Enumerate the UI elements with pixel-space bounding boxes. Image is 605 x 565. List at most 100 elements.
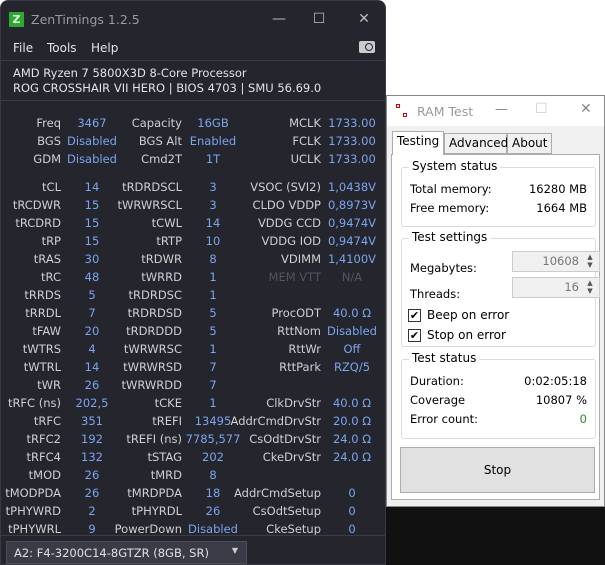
timing-label: tRFC (33, 414, 61, 428)
timing-label: tWR (37, 378, 61, 392)
window-title: ZenTimings 1.2.5 (31, 12, 140, 27)
timing-value: 1 (209, 288, 217, 302)
menu-help[interactable]: Help (91, 41, 119, 55)
timing-label: tRTP (156, 234, 182, 248)
timing-label: tPHYRDL (131, 504, 182, 518)
stop-button[interactable]: Stop (400, 447, 595, 493)
timing-value: 40.0 Ω (332, 396, 372, 410)
error-count-value: 0 (579, 412, 587, 426)
timing-label: FCLK (292, 134, 321, 148)
timing-value: 7 (209, 378, 217, 392)
timing-value: Disabled (67, 134, 117, 148)
timing-label: tMODPDA (5, 486, 61, 500)
timing-label: RttWr (288, 342, 321, 356)
timing-value: 1,0438V (327, 180, 377, 194)
timing-value: 1 (209, 342, 217, 356)
timing-row: tRCDWR 15 tWRWRSCL 3 CLDO VDDP 0,8973V (1, 198, 386, 216)
timing-label: VDDG IOD (261, 234, 321, 248)
test-status-group: Test status Duration: 0:02:05:18 Coverage… (401, 351, 596, 439)
timing-label: tRC (41, 270, 61, 284)
timing-label: tREFI (ns) (126, 432, 182, 446)
timing-value: 26 (84, 468, 100, 482)
timing-value: Disabled (327, 324, 377, 338)
timing-label: CsOdtSetup (252, 504, 321, 518)
timing-value: Enabled (189, 134, 237, 148)
error-count-label: Error count: (410, 412, 479, 426)
total-memory-label: Total memory: (410, 182, 492, 196)
minimize-button[interactable]: — (495, 102, 508, 117)
timing-label: tRRDS (24, 288, 61, 302)
megabytes-input[interactable]: 10608 ▲ ▼ (512, 251, 600, 272)
timing-label: AddrCmdSetup (234, 486, 321, 500)
close-button[interactable]: ✕ (580, 101, 592, 117)
timing-label: RttNom (277, 324, 321, 338)
minimize-button[interactable]: — (272, 11, 286, 27)
test-settings-group: Test settings Megabytes: 10608 ▲ ▼ Threads… (401, 230, 600, 347)
duration-value: 0:02:05:18 (524, 374, 587, 388)
tab-about[interactable]: About (507, 133, 552, 154)
tab-advanced[interactable]: Advanced (444, 133, 508, 154)
timing-label: tRP (41, 234, 61, 248)
timing-label: tMRDPDA (127, 486, 182, 500)
divider (1, 60, 385, 61)
timing-value: 0 (348, 486, 356, 500)
timing-value: 20.0 Ω (332, 414, 372, 428)
timing-row: tPHYWRD 2 tPHYRDL 26 CsOdtSetup 0 (1, 504, 386, 522)
close-button[interactable]: ✕ (358, 11, 370, 27)
maximize-button: ☐ (535, 101, 548, 117)
timing-label: tWRRD (141, 270, 182, 284)
timing-label: Capacity (131, 116, 182, 130)
timing-value: 13495 (194, 414, 232, 428)
maximize-button[interactable]: ☐ (312, 11, 326, 27)
timing-value: 1733.00 (328, 116, 376, 130)
timing-value: 1T (205, 152, 221, 166)
spinner-arrows-icon[interactable]: ▲ ▼ (587, 279, 593, 295)
timing-row: tWR 26 tWRWRDD 7 (1, 378, 386, 396)
timing-label: UCLK (290, 152, 321, 166)
timing-row: tMODPDA 26 tMRDPDA 18 AddrCmdSetup 0 (1, 486, 386, 504)
timing-row: tRRDS 5 tRDRDSC 1 (1, 288, 386, 306)
timing-label: CsOdtDrvStr (249, 432, 321, 446)
timing-row: tCL 14 tRDRDSCL 3 VSOC (SVI2) 1,0438V (1, 180, 386, 198)
timing-value: 9 (88, 522, 96, 536)
system-status-group: System status Total memory: 16280 MB Free… (401, 159, 596, 227)
timing-row: Freq 3467 Capacity 16GB MCLK 1733.00 (1, 116, 386, 134)
timing-row: tRFC (ns) 202,5 tCKE 1 ClkDrvStr 40.0 Ω (1, 396, 386, 414)
timing-label: tRDRDSD (127, 306, 182, 320)
group-label: Test status (409, 351, 480, 365)
memory-module-select[interactable]: A2: F4-3200C14-8GTZR (8GB, SR) ▼ (6, 541, 247, 564)
timing-label: tRDRDDD (126, 324, 182, 338)
timing-label: BGS Alt (138, 134, 182, 148)
threads-input[interactable]: 16 ▲ ▼ (512, 277, 600, 298)
timing-value: 3467 (77, 116, 107, 130)
timing-value: Off (343, 342, 361, 356)
timing-row: tRFC4 132 tSTAG 202 CkeDrvStr 24.0 Ω (1, 450, 386, 468)
timing-value: 5 (88, 288, 96, 302)
tab-testing[interactable]: Testing (392, 131, 444, 155)
timing-label: CkeSetup (266, 522, 321, 536)
timing-value: 0,8973V (327, 198, 377, 212)
timing-value: 3 (209, 180, 217, 194)
spinner-arrows-icon[interactable]: ▲ ▼ (587, 253, 593, 269)
free-memory-value: 1664 MB (536, 201, 587, 215)
timing-value: 14 (205, 216, 221, 230)
menu-tools[interactable]: Tools (47, 41, 77, 55)
threads-value: 16 (564, 280, 579, 294)
duration-label: Duration: (410, 374, 464, 388)
threads-label: Threads: (410, 287, 461, 301)
timing-label: tFAW (32, 324, 61, 338)
timing-label: tWTRL (23, 360, 61, 374)
zentimings-logo-icon: Z (9, 12, 24, 27)
divider (1, 535, 385, 536)
timing-value: 5 (209, 324, 217, 338)
ramtest-logo-icon (396, 104, 400, 108)
timing-row: BGS Disabled BGS Alt Enabled FCLK 1733.00 (1, 134, 386, 152)
screenshot-camera-icon[interactable] (359, 41, 375, 53)
timing-label: tMRD (150, 468, 182, 482)
timing-row: tMOD 26 tMRD 8 (1, 468, 386, 486)
timing-value: 8 (209, 468, 217, 482)
coverage-label: Coverage (410, 393, 466, 407)
timing-value: 15 (84, 216, 100, 230)
menu-file[interactable]: File (13, 41, 34, 55)
timing-value: 0 (348, 504, 356, 518)
